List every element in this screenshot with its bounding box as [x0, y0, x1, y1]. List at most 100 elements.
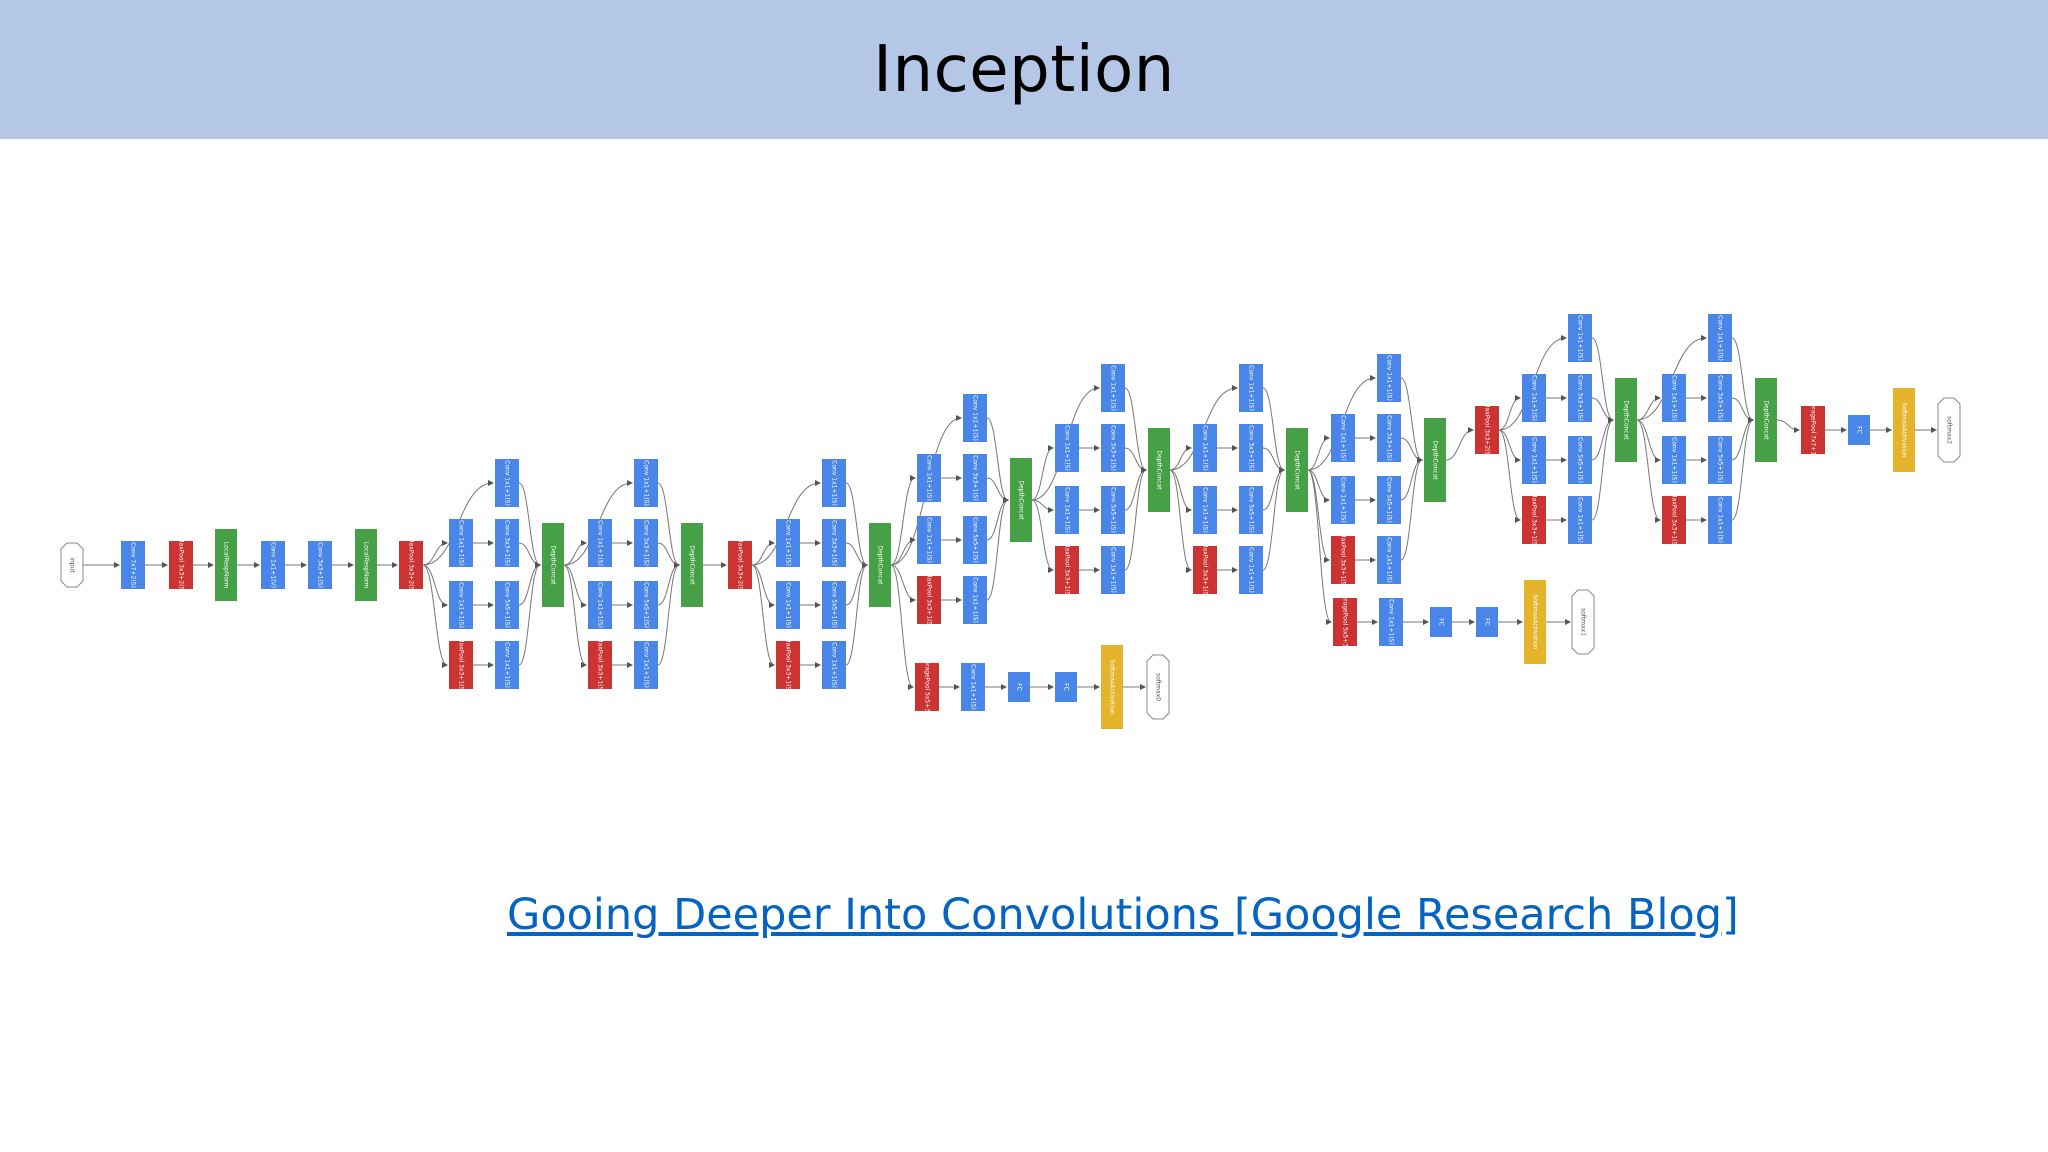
node-label: Conv 1x1+1(S): [597, 520, 604, 566]
node-conv-c3: Conv 3x3+1(S): [308, 541, 332, 589]
node-label: DepthConcat: [1294, 450, 1301, 490]
node-conv-i_5x5: Conv 5x5+1(S): [1708, 436, 1732, 484]
node-label: Conv 1x1+1(S): [1671, 437, 1678, 483]
node-conv-h_5x5: Conv 5x5+1(S): [1568, 436, 1592, 484]
title-bar: Inception: [0, 0, 2048, 139]
node-conv-i_r2: Conv 1x1+1(S): [1662, 436, 1686, 484]
edge-a_cat-to-b_r1: [563, 540, 587, 566]
node-concat-e_cat: DepthConcat: [1148, 428, 1170, 512]
edge-h_5x5-to-h_cat: [1591, 417, 1614, 461]
edge-g_pp-to-g_cat: [1400, 457, 1423, 561]
node-label: FC: [1016, 683, 1023, 691]
node-label: Conv 1x1+1(S): [1202, 425, 1209, 471]
node-pool-i_pool: MaxPool 3x3+1(S): [1662, 492, 1686, 548]
node-label: MaxPool 3x3+1(S): [1531, 492, 1538, 547]
edge-a_cat-to-b_r2: [563, 564, 587, 608]
node-io-out2: softmax2: [1937, 397, 1961, 463]
node-conv-g_r1: Conv 1x1+1(S): [1331, 414, 1355, 462]
edge-c_1x1-to-c_cat: [845, 482, 868, 568]
edge-f_1x1-to-f_cat: [1262, 387, 1285, 473]
node-conv-ax1_fc1: FC: [1430, 607, 1452, 637]
node-label: MaxPool 3x3+2(S): [1484, 402, 1491, 457]
node-conv-e_r2: Conv 1x1+1(S): [1055, 486, 1079, 534]
node-conv-c_r2: Conv 1x1+1(S): [776, 581, 800, 629]
node-label: Conv 1x1+1(S): [1064, 487, 1071, 533]
node-label: Conv 3x3+1(S): [504, 520, 511, 566]
node-pool-p2: MaxPool 3x3+2(S): [399, 537, 423, 593]
node-label: DepthConcat: [550, 545, 557, 585]
node-label: Conv 1x1+1(S): [458, 520, 465, 566]
node-conv-f_5x5: Conv 5x5+1(S): [1239, 486, 1263, 534]
node-label: Conv 3x3+1(S): [1248, 425, 1255, 471]
node-concat-i_cat: DepthConcat: [1755, 378, 1777, 462]
node-label: SoftmaxActivation: [1109, 660, 1116, 715]
node-label: Conv 1x1+1(S): [1577, 497, 1584, 543]
node-pool-b_pool: MaxPool 3x3+1(S): [588, 637, 612, 693]
node-conv-h_1x1: Conv 1x1+1(S): [1568, 314, 1592, 362]
edge-p3-to-c_pool: [751, 564, 775, 668]
edge-h_1x1-to-h_cat: [1591, 337, 1614, 423]
node-label: Conv 1x1+1(S): [504, 642, 511, 688]
node-pool-ax1_pool: AveragePool 5x5+3(V): [1333, 588, 1357, 656]
edge-f_pp-to-f_cat: [1262, 467, 1285, 571]
node-label: Conv 1x1+1(S): [1386, 355, 1393, 401]
edge-c_pp-to-c_cat: [845, 562, 868, 666]
node-label: Conv 5x5+1(S): [1577, 437, 1584, 483]
node-conv-ax1_conv: Conv 1x1+1(S): [1379, 598, 1403, 646]
node-label: Conv 1x1+1(S): [972, 577, 979, 623]
node-label: Conv 1x1+1(S): [1202, 487, 1209, 533]
node-label: Conv 3x3+1(S): [831, 520, 838, 566]
node-label: DepthConcat: [1018, 480, 1025, 520]
edge-a_5x5-to-a_cat: [518, 562, 541, 606]
node-label: Conv 5x5+1(S): [1248, 487, 1255, 533]
node-label: DepthConcat: [1763, 400, 1770, 440]
node-label: Conv 3x3+1(S): [1717, 375, 1724, 421]
edge-p4-to-h_r2: [1498, 429, 1521, 463]
edge-a_cat-to-b_pool: [563, 564, 587, 668]
node-label: Conv 1x1+1(S): [1386, 537, 1393, 583]
node-conv-d_r2: Conv 1x1+1(S): [917, 516, 941, 564]
edge-p2-to-a_pool: [422, 564, 448, 668]
node-conv-h_pp: Conv 1x1+1(S): [1568, 496, 1592, 544]
node-label: AveragePool 7x7+1(V): [1810, 396, 1817, 464]
node-conv-ax0_conv: Conv 1x1+1(S): [961, 663, 985, 711]
edge-g_cat-to-p4: [1445, 427, 1474, 461]
node-label: DepthConcat: [1623, 400, 1630, 440]
node-label: MaxPool 3x3+1(S): [1671, 492, 1678, 547]
node-label: Conv 3x3+1(S): [1110, 425, 1117, 471]
edge-b_1x1-to-b_cat: [657, 482, 680, 568]
node-conv-e_pp: Conv 1x1+1(S): [1101, 546, 1125, 594]
node-concat-a_cat: DepthConcat: [542, 523, 564, 607]
node-conv-c_5x5: Conv 5x5+1(S): [822, 581, 846, 629]
edge-c_cat-to-ax0_pool: [890, 564, 914, 690]
node-conv-h_r2: Conv 1x1+1(S): [1522, 436, 1546, 484]
node-label: Conv 1x1+1(S): [643, 642, 650, 688]
node-conv-d_3x3: Conv 3x3+1(S): [963, 454, 987, 502]
edge-e_1x1-to-e_cat: [1124, 387, 1147, 473]
node-label: Conv 5x5+1(S): [643, 582, 650, 628]
node-conv-a_r2: Conv 1x1+1(S): [449, 581, 473, 629]
edge-h_cat-to-i_pool: [1636, 419, 1661, 523]
node-label: MaxPool 3x3+2(S): [408, 537, 415, 592]
google-research-blog-link[interactable]: Gooing Deeper Into Convolutions [Google …: [507, 890, 1739, 940]
node-label: SoftmaxActivation: [1901, 403, 1908, 458]
node-conv-ax1_fc2: FC: [1476, 607, 1498, 637]
node-conv-a_5x5: Conv 5x5+1(S): [495, 581, 519, 629]
node-label: MaxPool 3x3+1(S): [1202, 542, 1209, 597]
node-softmax-sm2: SoftmaxActivation: [1893, 388, 1915, 472]
node-conv-a_r1: Conv 1x1+1(S): [449, 519, 473, 567]
node-label: Conv 1x1+1(S): [831, 460, 838, 506]
node-label: Conv 1x1+1(S): [785, 582, 792, 628]
node-conv-a_pp: Conv 1x1+1(S): [495, 641, 519, 689]
node-label: Conv 1x1+1(S): [1717, 315, 1724, 361]
edge-g_1x1-to-g_cat: [1400, 377, 1423, 463]
node-conv-b_r2: Conv 1x1+1(S): [588, 581, 612, 629]
node-label: FC: [1856, 426, 1863, 434]
node-label: softmax2: [1946, 416, 1953, 444]
edge-p2-to-a_r2: [422, 564, 448, 608]
node-label: LocalRespNorm: [223, 542, 230, 589]
node-io-ax0_out: softmax0: [1146, 654, 1170, 720]
node-label: Conv 7x7+2(S): [130, 542, 137, 588]
node-conv-c2: Conv 1x1+1(V): [261, 541, 285, 589]
node-label: Conv 1x1+1(S): [1110, 365, 1117, 411]
